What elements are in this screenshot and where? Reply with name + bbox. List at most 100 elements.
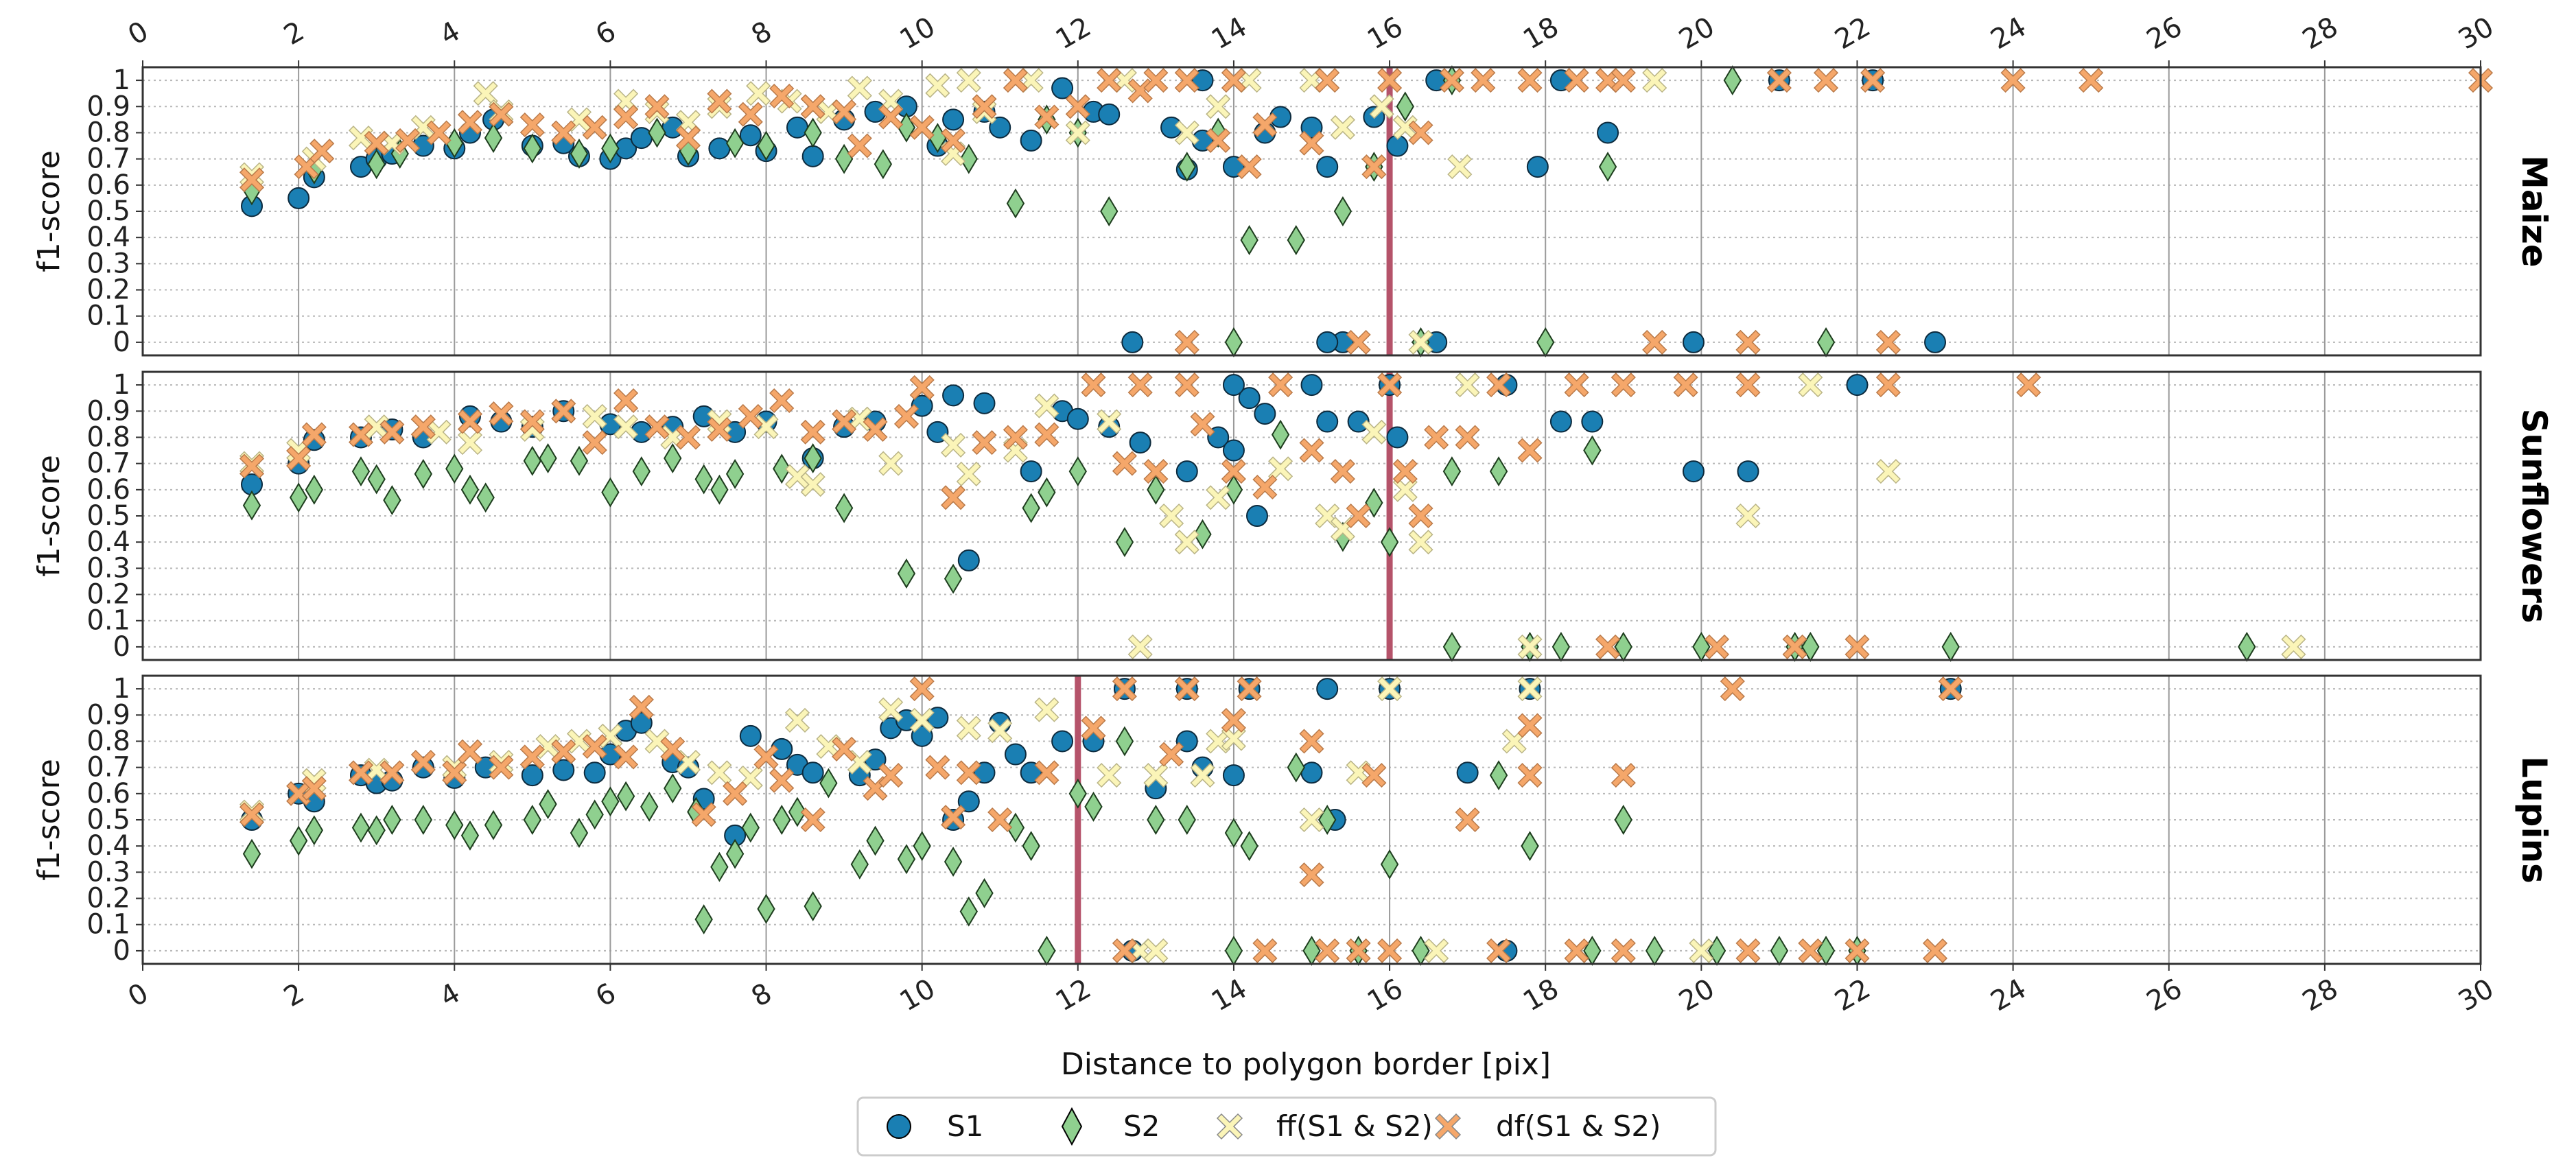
data-point-ff xyxy=(987,718,1013,744)
data-point-df xyxy=(1486,938,1512,963)
data-point-s2 xyxy=(640,791,659,822)
x-tick-label-top: 22 xyxy=(1829,11,1875,56)
data-point-df xyxy=(707,88,732,114)
data-point-s1 xyxy=(1737,460,1759,483)
x-tick-label-top: 2 xyxy=(279,15,309,51)
data-point-df xyxy=(1081,373,1106,398)
data-point-s2 xyxy=(850,849,869,879)
data-point-ff xyxy=(707,760,732,786)
data-point-df xyxy=(832,409,857,434)
data-point-df xyxy=(1174,68,1199,93)
data-point-s2 xyxy=(773,805,791,835)
y-tick-label: 1 xyxy=(113,673,130,705)
data-point-ff xyxy=(784,707,810,733)
data-point-df xyxy=(1346,938,1371,963)
data-point-s2 xyxy=(959,896,978,927)
data-point-df xyxy=(1159,742,1184,767)
data-point-ff xyxy=(1455,373,1480,398)
x-tick-label-top: 12 xyxy=(1051,11,1097,56)
data-point-df xyxy=(1299,438,1324,463)
data-point-ff xyxy=(909,707,935,733)
data-point-s1 xyxy=(1020,761,1042,784)
data-point-df xyxy=(1127,78,1153,104)
x-tick-label-top: 24 xyxy=(1986,11,2032,56)
x-tick-label-bottom: 18 xyxy=(1518,973,1564,1017)
data-point-df xyxy=(410,749,436,775)
data-point-df xyxy=(1486,373,1512,398)
data-point-df xyxy=(1112,938,1137,963)
y-tick-label: 0.2 xyxy=(86,274,130,306)
data-point-df xyxy=(519,112,545,138)
data-point-df xyxy=(769,83,795,109)
legend: S1 S2 ff(S1 & S2) df(S1 & S2) xyxy=(856,1096,1717,1157)
y-tick-label: 0.4 xyxy=(86,222,130,253)
data-point-s2 xyxy=(1224,935,1243,966)
data-point-ff xyxy=(582,403,607,429)
data-point-s1 xyxy=(1682,460,1705,483)
data-point-s1 xyxy=(677,756,699,779)
data-point-df xyxy=(1735,938,1761,963)
data-point-df xyxy=(1299,130,1324,156)
data-point-s2 xyxy=(1489,760,1508,791)
data-point-df xyxy=(348,422,374,447)
data-point-df xyxy=(1845,634,1870,659)
y-tick-label: 1 xyxy=(113,64,130,96)
data-points-layer xyxy=(239,65,2494,966)
y-tick-label: 0.8 xyxy=(86,117,130,148)
data-point-s2 xyxy=(694,464,713,495)
y-tick-label: 0.6 xyxy=(86,169,130,201)
data-point-s2 xyxy=(601,133,620,164)
data-point-s1 xyxy=(957,549,980,571)
data-point-ff xyxy=(2281,634,2306,659)
y-tick-label: 0.9 xyxy=(86,91,130,122)
data-point-ff xyxy=(1408,329,1433,355)
data-point-df xyxy=(909,375,935,400)
y-axis-title: f1-score xyxy=(32,455,67,577)
data-point-ff xyxy=(878,451,904,476)
x-tick-label-bottom: 16 xyxy=(1362,973,1408,1017)
data-point-df xyxy=(1003,68,1028,93)
data-point-s1 xyxy=(1300,374,1323,397)
data-point-s2 xyxy=(1068,778,1087,809)
data-point-s1 xyxy=(630,711,653,734)
data-point-s2 xyxy=(804,117,822,148)
data-point-df xyxy=(1517,763,1543,788)
data-point-ff xyxy=(1206,94,1231,119)
data-point-df xyxy=(379,760,405,786)
data-point-s1 xyxy=(288,187,310,209)
x-axis-title: Distance to polygon border [pix] xyxy=(1061,1047,1551,1082)
data-point-ff xyxy=(1174,120,1199,145)
data-point-df xyxy=(286,781,312,806)
data-point-df xyxy=(551,120,576,145)
legend-marker-s2 xyxy=(1061,1107,1083,1146)
legend-marker-s1 xyxy=(887,1114,911,1139)
x-tick-label-bottom: 6 xyxy=(590,977,621,1013)
data-point-ff xyxy=(426,419,452,445)
data-point-s2 xyxy=(570,818,589,849)
x-tick-label-bottom: 20 xyxy=(1674,973,1720,1017)
data-point-df xyxy=(1206,128,1231,153)
data-point-df xyxy=(286,445,312,471)
data-point-s2 xyxy=(445,453,464,484)
data-point-s2 xyxy=(1614,805,1632,835)
data-point-df xyxy=(1735,373,1761,398)
data-point-s2 xyxy=(1178,805,1196,835)
data-point-s2 xyxy=(710,851,729,882)
data-point-df xyxy=(1845,938,1870,963)
data-point-s2 xyxy=(1240,225,1258,255)
data-point-df xyxy=(1564,938,1589,963)
data-point-s1 xyxy=(1222,156,1245,178)
data-point-s1 xyxy=(1300,116,1323,139)
data-point-df xyxy=(972,94,997,119)
data-point-ff xyxy=(1221,726,1246,751)
data-point-s2 xyxy=(1224,327,1243,357)
data-point-s2 xyxy=(788,796,807,827)
data-point-s1 xyxy=(1121,331,1144,353)
data-point-s2 xyxy=(289,482,308,513)
data-point-df xyxy=(582,734,607,759)
data-point-df xyxy=(707,416,732,442)
data-point-s2 xyxy=(874,149,893,180)
data-point-s2 xyxy=(1770,935,1789,966)
data-point-s2 xyxy=(694,904,713,935)
data-point-df xyxy=(379,419,405,445)
